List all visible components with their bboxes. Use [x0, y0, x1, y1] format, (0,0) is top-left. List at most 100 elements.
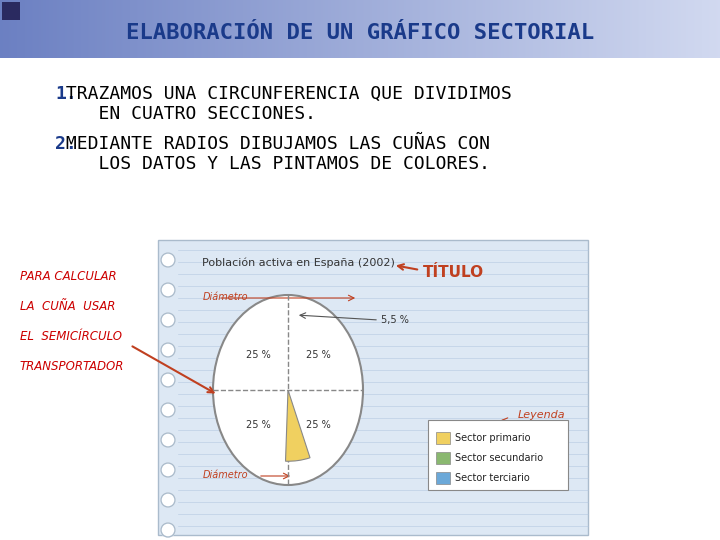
- Bar: [516, 0, 517, 58]
- Bar: [510, 0, 511, 58]
- Bar: [204, 0, 205, 58]
- Bar: [686, 0, 687, 58]
- Bar: [299, 0, 300, 58]
- Bar: [109, 0, 110, 58]
- Bar: [260, 0, 261, 58]
- Bar: [89, 0, 90, 58]
- Bar: [275, 0, 276, 58]
- Bar: [594, 0, 595, 58]
- Text: LA  CUÑA  USAR: LA CUÑA USAR: [20, 300, 115, 313]
- Bar: [556, 0, 557, 58]
- Bar: [50, 0, 51, 58]
- Bar: [164, 0, 165, 58]
- Bar: [306, 0, 307, 58]
- Bar: [641, 0, 642, 58]
- Bar: [437, 0, 438, 58]
- Bar: [696, 0, 697, 58]
- Bar: [156, 0, 157, 58]
- Bar: [4, 0, 5, 58]
- Bar: [661, 0, 662, 58]
- Ellipse shape: [213, 295, 363, 485]
- Bar: [92, 0, 93, 58]
- Bar: [65, 0, 66, 58]
- Bar: [245, 0, 246, 58]
- Bar: [158, 240, 588, 535]
- Bar: [500, 0, 501, 58]
- Bar: [403, 0, 404, 58]
- Bar: [243, 0, 244, 58]
- Bar: [402, 0, 403, 58]
- Bar: [583, 0, 584, 58]
- Bar: [149, 0, 150, 58]
- Bar: [492, 0, 493, 58]
- Bar: [304, 0, 305, 58]
- Bar: [637, 0, 638, 58]
- Bar: [715, 0, 716, 58]
- Bar: [478, 0, 479, 58]
- Bar: [321, 0, 322, 58]
- Bar: [603, 0, 604, 58]
- Circle shape: [161, 523, 175, 537]
- Bar: [719, 0, 720, 58]
- Bar: [202, 0, 203, 58]
- Bar: [538, 0, 539, 58]
- Bar: [551, 0, 552, 58]
- Bar: [411, 0, 412, 58]
- Bar: [24, 0, 25, 58]
- Bar: [590, 0, 591, 58]
- Bar: [566, 0, 567, 58]
- Bar: [207, 0, 208, 58]
- Bar: [461, 0, 462, 58]
- Bar: [61, 0, 62, 58]
- Bar: [650, 0, 651, 58]
- Bar: [314, 0, 315, 58]
- Bar: [408, 0, 409, 58]
- Bar: [698, 0, 699, 58]
- Bar: [486, 0, 487, 58]
- Bar: [427, 0, 428, 58]
- Bar: [354, 0, 355, 58]
- Bar: [216, 0, 217, 58]
- Bar: [82, 0, 83, 58]
- Bar: [399, 0, 400, 58]
- Bar: [28, 0, 29, 58]
- Bar: [630, 0, 631, 58]
- Bar: [501, 0, 502, 58]
- Bar: [127, 0, 128, 58]
- Bar: [565, 0, 566, 58]
- Bar: [456, 0, 457, 58]
- Bar: [667, 0, 668, 58]
- Bar: [683, 0, 684, 58]
- Bar: [506, 0, 507, 58]
- Bar: [689, 0, 690, 58]
- Bar: [311, 0, 312, 58]
- Bar: [614, 0, 615, 58]
- Bar: [108, 0, 109, 58]
- Bar: [410, 0, 411, 58]
- Bar: [123, 0, 124, 58]
- Bar: [40, 0, 41, 58]
- Bar: [21, 0, 22, 58]
- Bar: [585, 0, 586, 58]
- Bar: [293, 0, 294, 58]
- Bar: [113, 0, 114, 58]
- Bar: [103, 0, 104, 58]
- Bar: [250, 0, 251, 58]
- Bar: [466, 0, 467, 58]
- Bar: [691, 0, 692, 58]
- Text: LOS DATOS Y LAS PINTAMOS DE COLORES.: LOS DATOS Y LAS PINTAMOS DE COLORES.: [55, 155, 490, 173]
- Bar: [532, 0, 533, 58]
- Bar: [251, 0, 252, 58]
- Bar: [554, 0, 555, 58]
- Bar: [182, 0, 183, 58]
- Bar: [628, 0, 629, 58]
- Text: Diámetro: Diámetro: [203, 470, 248, 480]
- Bar: [201, 0, 202, 58]
- Bar: [244, 0, 245, 58]
- Bar: [674, 0, 675, 58]
- Bar: [520, 0, 521, 58]
- Bar: [541, 0, 542, 58]
- Bar: [0, 0, 1, 58]
- Bar: [225, 0, 226, 58]
- Text: MEDIANTE RADIOS DIBUJAMOS LAS CUÑAS CON: MEDIANTE RADIOS DIBUJAMOS LAS CUÑAS CON: [55, 135, 490, 153]
